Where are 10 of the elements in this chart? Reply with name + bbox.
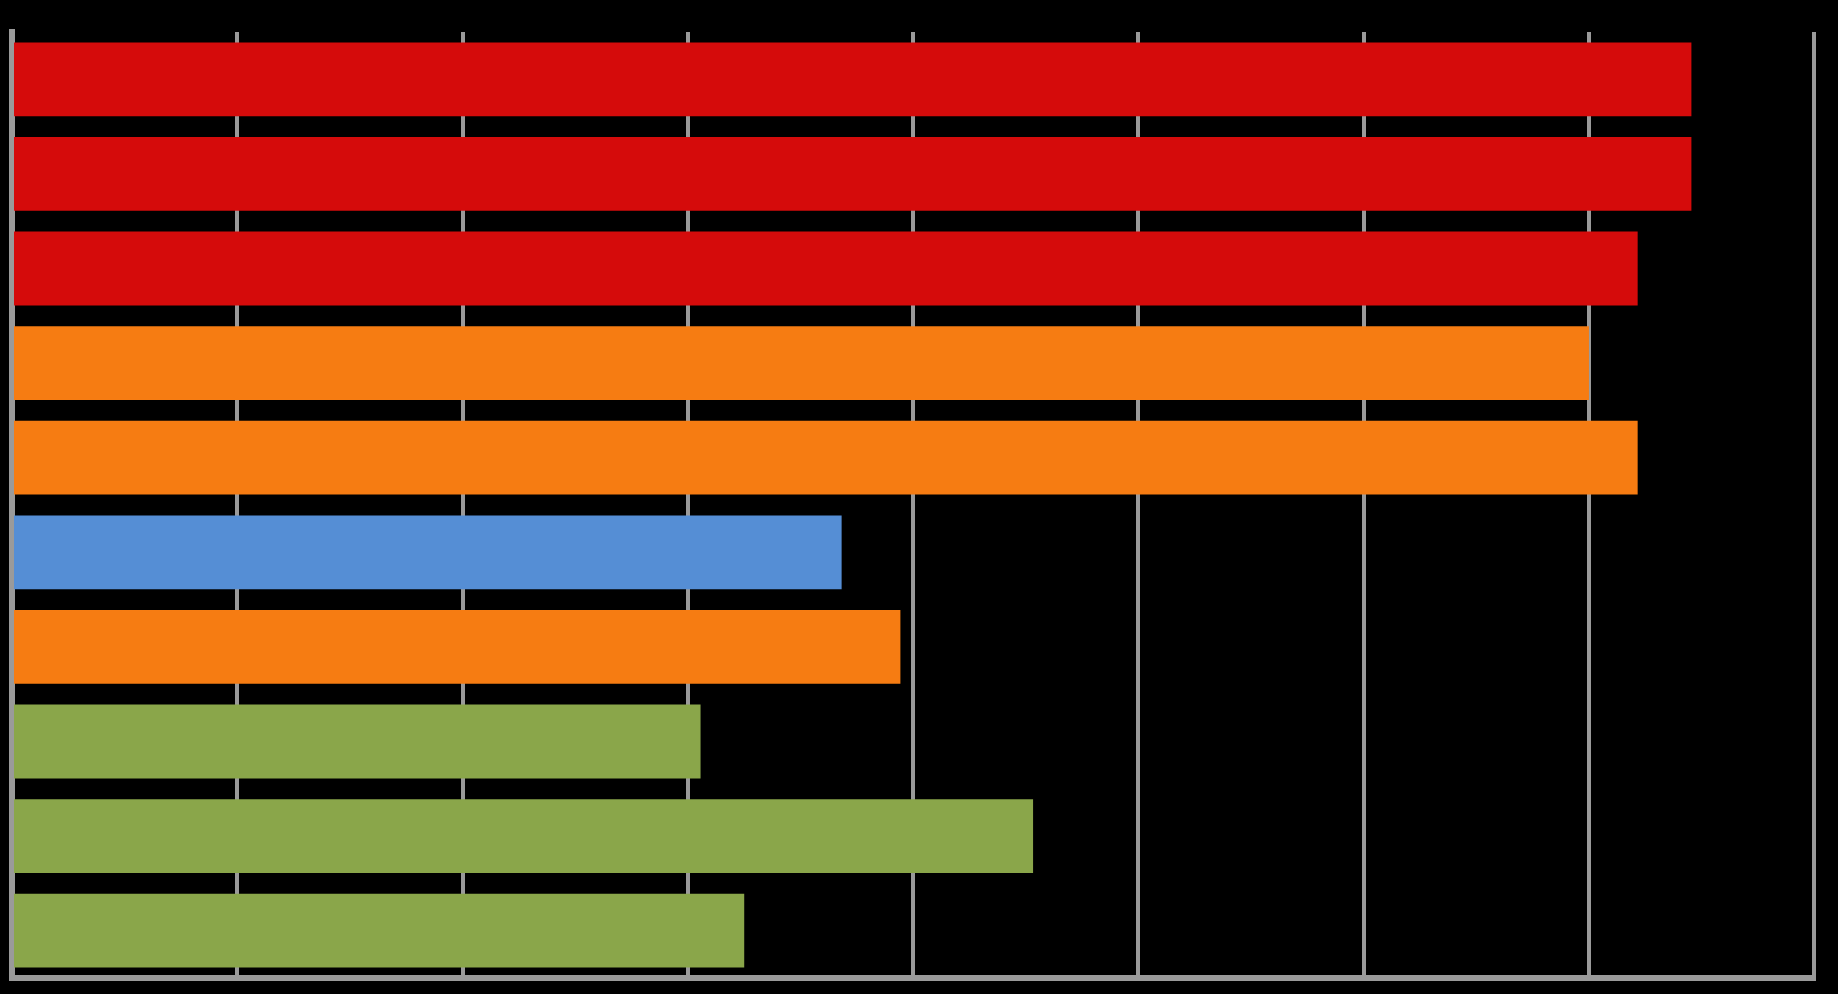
bar (14, 42, 1692, 117)
bar (14, 704, 701, 779)
bar (14, 231, 1638, 306)
bar (14, 610, 901, 684)
bar (14, 137, 1692, 211)
bar (14, 893, 745, 968)
bar (14, 326, 1589, 400)
bar (14, 799, 1034, 873)
bar (14, 420, 1638, 495)
bar (14, 515, 842, 590)
